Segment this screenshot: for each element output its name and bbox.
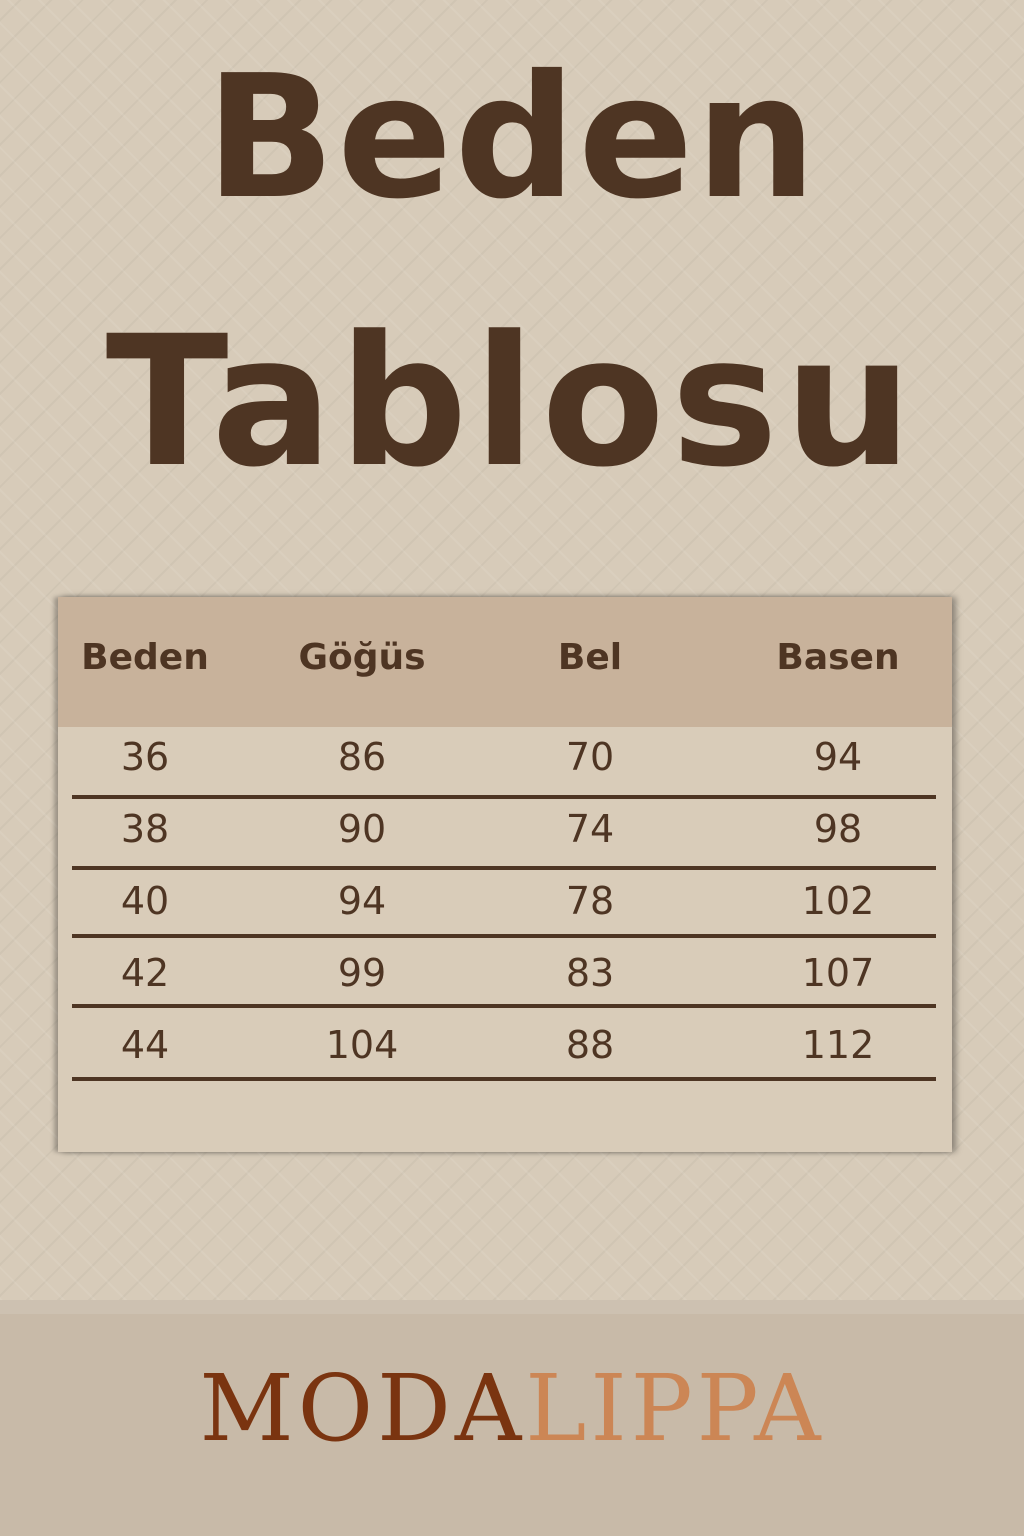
- table-cell: 83: [565, 951, 615, 995]
- brand-logo: MODALIPPA: [0, 1355, 1024, 1462]
- column-header: Bel: [557, 637, 623, 678]
- row-divider: [72, 866, 936, 870]
- row-divider: [72, 1004, 936, 1008]
- table-cell: 90: [337, 807, 387, 851]
- column-header: Beden: [81, 637, 209, 678]
- table-cell: 94: [337, 879, 387, 923]
- logo-part-2: LIPPA: [525, 1355, 825, 1462]
- logo-part-1: MODA: [199, 1355, 526, 1462]
- table-cell: 94: [813, 735, 863, 779]
- table-cell: 74: [565, 807, 615, 851]
- table-cell: 44: [120, 1023, 170, 1067]
- footer-band: [0, 1300, 1024, 1536]
- table-cell: 112: [801, 1023, 875, 1067]
- table-cell: 70: [565, 735, 615, 779]
- table-cell: 36: [120, 735, 170, 779]
- table-cell: 102: [801, 879, 875, 923]
- table-cell: 86: [337, 735, 387, 779]
- table-cell: 98: [813, 807, 863, 851]
- table-cell: 104: [325, 1023, 399, 1067]
- row-divider: [72, 934, 936, 938]
- column-header: Basen: [776, 637, 900, 678]
- table-cell: 42: [120, 951, 170, 995]
- table-header: [58, 597, 952, 727]
- table-cell: 38: [120, 807, 170, 851]
- size-table: Beden Göğüs Bel Basen 36 86 70 94 38 90 74 98 40 94 78…: [58, 597, 952, 1152]
- column-header: Göğüs: [298, 637, 426, 678]
- title-line-1: Beden: [205, 39, 819, 237]
- title-line-2: Tablosu: [105, 298, 919, 507]
- row-divider: [72, 795, 936, 799]
- table-cell: 99: [337, 951, 387, 995]
- table-cell: 78: [565, 879, 615, 923]
- row-divider: [72, 1077, 936, 1081]
- table-cell: 40: [120, 879, 170, 923]
- table-cell: 107: [801, 951, 875, 995]
- table-cell: 88: [565, 1023, 615, 1067]
